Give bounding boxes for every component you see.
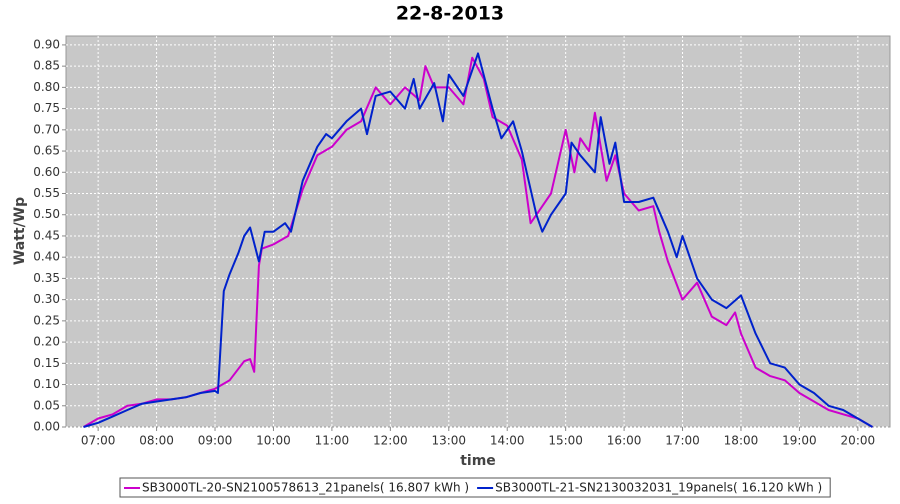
y-tick-label: 0.50: [33, 207, 60, 221]
y-tick-label: 0.70: [33, 122, 60, 136]
y-tick-label: 0.35: [33, 271, 60, 285]
y-tick-label: 0.65: [33, 144, 60, 158]
chart-title: 22-8-2013: [396, 3, 504, 25]
y-axis-label: Watt/Wp: [12, 197, 28, 265]
y-tick-label: 0.45: [33, 228, 60, 242]
series-line: [82, 56, 874, 428]
x-tick-label: 10:00: [256, 434, 291, 448]
y-tick-label: 0.55: [33, 186, 60, 200]
legend: [119, 477, 831, 498]
x-tick-label: 14:00: [490, 434, 525, 448]
x-tick-label: 11:00: [315, 434, 350, 448]
x-tick-label: 13:00: [431, 434, 466, 448]
y-tick-label: 0.90: [33, 37, 60, 51]
legend-label: SB3000TL-20-SN2100578613_21panels( 16.80…: [142, 481, 469, 495]
y-tick-label: 0.85: [33, 59, 60, 73]
y-tick-label: 0.30: [33, 292, 60, 306]
y-tick-label: 0.40: [33, 250, 60, 264]
plot-area: [65, 35, 891, 428]
y-tick-label: 0.15: [33, 356, 60, 370]
x-tick-label: 08:00: [139, 434, 174, 448]
x-tick-label: 16:00: [607, 434, 642, 448]
y-tick-label: 0.80: [33, 80, 60, 94]
x-tick-label: 12:00: [373, 434, 408, 448]
y-tick-label: 0.75: [33, 101, 60, 115]
x-tick-label: 20:00: [841, 434, 876, 448]
y-tick-label: 0.00: [33, 420, 60, 434]
x-tick-label: 07:00: [81, 434, 116, 448]
y-tick-label: 0.10: [33, 377, 60, 391]
y-tick-label: 0.05: [33, 398, 60, 412]
x-tick-label: 18:00: [724, 434, 759, 448]
x-axis-label: time: [460, 453, 496, 469]
x-tick-label: 09:00: [198, 434, 233, 448]
series-line: [83, 52, 874, 428]
y-tick-label: 0.20: [33, 335, 60, 349]
legend-label: SB3000TL-21-SN2130032031_19panels( 16.12…: [495, 481, 822, 495]
y-tick-label: 0.25: [33, 313, 60, 327]
y-tick-label: 0.60: [33, 165, 60, 179]
x-tick-label: 15:00: [548, 434, 583, 448]
x-tick-label: 19:00: [782, 434, 817, 448]
x-tick-label: 17:00: [665, 434, 700, 448]
